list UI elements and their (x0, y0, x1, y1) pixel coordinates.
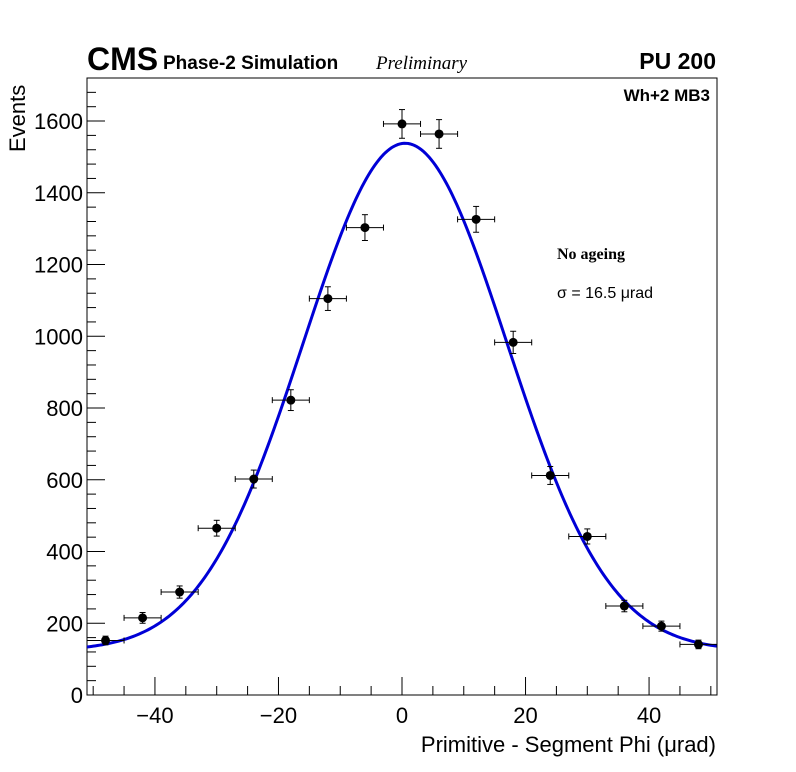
data-marker (397, 119, 407, 129)
data-marker (656, 621, 666, 631)
y-tick-label: 1200 (34, 253, 83, 278)
data-marker (286, 395, 296, 405)
x-tick-label: −40 (136, 703, 173, 728)
y-axis-title: Events (5, 85, 30, 152)
fit-curve-group (86, 141, 718, 649)
ageing-label: No ageing (557, 246, 625, 263)
data-point (197, 519, 236, 537)
x-tick-label: 20 (513, 703, 537, 728)
y-tick-label: 600 (46, 468, 83, 493)
y-tick-label: 0 (71, 683, 83, 708)
data-point (234, 469, 273, 489)
y-tick-label: 400 (46, 540, 83, 565)
y-axis-ticks (87, 91, 105, 696)
y-tick-label: 800 (46, 396, 83, 421)
data-marker (582, 531, 592, 541)
y-axis-tick-labels: 0 200 400 600 800 1000 1200 1400 1600 (34, 109, 83, 708)
fit-curve (86, 141, 718, 649)
y-tick-label: 1400 (34, 181, 83, 206)
data-marker (175, 587, 185, 597)
data-point (345, 214, 384, 242)
data-marker (434, 129, 444, 139)
data-point (605, 599, 644, 613)
data-point (271, 389, 310, 412)
data-marker (545, 470, 555, 480)
data-point (494, 330, 533, 354)
data-marker (693, 639, 703, 649)
sigma-label: σ = 16.5 μrad (557, 285, 653, 302)
data-point (86, 635, 125, 646)
data-point (457, 205, 496, 233)
x-tick-label: −20 (260, 703, 297, 728)
data-point (308, 286, 347, 311)
data-marker (101, 635, 111, 645)
x-axis-tick-labels: −40 −20 0 20 40 (136, 703, 661, 728)
data-marker (323, 294, 333, 304)
data-points-group (86, 109, 718, 650)
data-marker (249, 474, 259, 484)
data-point (382, 109, 422, 139)
status-label: Preliminary (375, 53, 468, 74)
x-tick-label: 40 (637, 703, 661, 728)
pileup-label: PU 200 (639, 48, 716, 74)
x-axis-title: Primitive - Segment Phi (μrad) (421, 732, 716, 757)
data-marker (138, 613, 148, 623)
x-tick-label: 0 (396, 703, 408, 728)
y-tick-label: 200 (46, 611, 83, 636)
region-label: Wh+2 MB3 (624, 86, 710, 105)
x-axis-ticks (92, 677, 712, 695)
data-point (420, 119, 459, 149)
data-marker (619, 601, 629, 611)
y-tick-label: 1600 (34, 109, 83, 134)
data-marker (471, 214, 481, 224)
data-marker (508, 337, 518, 347)
data-point (531, 465, 570, 485)
data-point (123, 611, 162, 624)
data-marker (212, 523, 222, 533)
y-tick-label: 1000 (34, 324, 83, 349)
subtitle-label: Phase-2 Simulation (163, 53, 338, 74)
data-point (679, 639, 718, 650)
data-marker (360, 223, 370, 233)
data-point (642, 620, 681, 632)
experiment-label: CMS (87, 41, 158, 77)
data-point (160, 585, 199, 599)
data-point (568, 528, 607, 545)
